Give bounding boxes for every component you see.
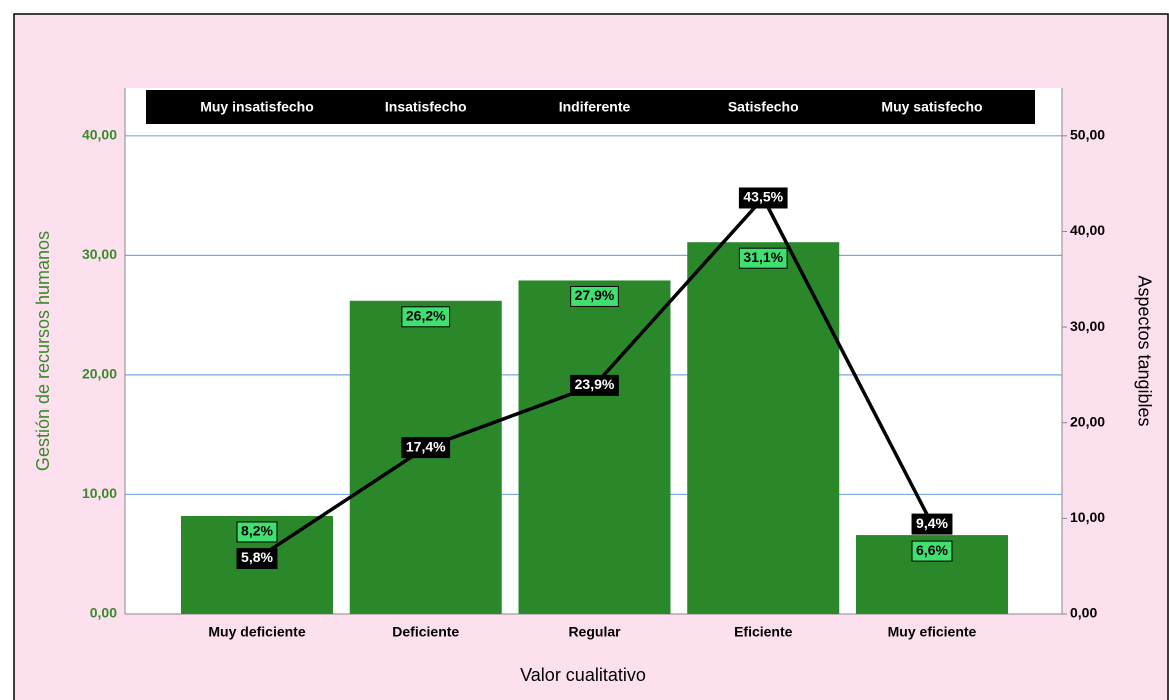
bar — [687, 242, 840, 615]
data-label-box — [236, 521, 278, 543]
y2-tick-label: 40,00 — [1070, 222, 1105, 238]
top-category-label: Muy insatisfecho — [200, 99, 314, 115]
y2-tick-label: 30,00 — [1070, 318, 1105, 334]
top-category-label: Muy satisfecho — [881, 99, 982, 115]
data-label-box — [570, 285, 619, 307]
data-label: 17,4% — [406, 438, 446, 454]
top-category-label: Insatisfecho — [385, 99, 467, 115]
y-tick-label: 10,00 — [82, 485, 117, 501]
data-label-box — [401, 306, 451, 328]
data-label-box — [738, 187, 788, 209]
x-tick-label: Muy deficiente — [208, 624, 305, 640]
data-label-box — [738, 247, 788, 269]
bar — [518, 280, 671, 614]
data-label: 27,9% — [575, 287, 615, 303]
data-label-box — [236, 548, 278, 570]
data-label-box — [570, 374, 619, 396]
data-label-box — [911, 540, 953, 562]
x-tick-label: Eficiente — [734, 624, 793, 640]
data-label: 9,4% — [916, 515, 948, 531]
top-category-label: Satisfecho — [728, 99, 799, 115]
y-axis-title: Gestión de recursos humanos — [33, 231, 53, 471]
y-tick-label: 20,00 — [82, 366, 117, 382]
x-tick-label: Deficiente — [392, 624, 459, 640]
y2-tick-label: 50,00 — [1070, 127, 1105, 143]
data-label: 26,2% — [406, 307, 446, 323]
data-label: 31,1% — [743, 249, 783, 265]
data-label: 5,8% — [241, 549, 273, 565]
data-label-box — [911, 513, 953, 535]
y-tick-label: 40,00 — [82, 127, 117, 143]
top-category-label: Indiferente — [559, 99, 631, 115]
data-label-box — [401, 437, 451, 459]
data-label: 43,5% — [743, 189, 783, 205]
x-tick-label: Regular — [568, 624, 621, 640]
y2-tick-label: 20,00 — [1070, 413, 1105, 429]
x-tick-label: Muy eficiente — [888, 624, 977, 640]
data-label: 23,9% — [575, 376, 615, 392]
data-label: 6,6% — [916, 542, 948, 558]
x-axis-title: Valor cualitativo — [520, 665, 646, 685]
y2-tick-label: 0,00 — [1070, 605, 1097, 621]
y-tick-label: 30,00 — [82, 246, 117, 262]
y-tick-label: 0,00 — [90, 605, 117, 621]
top-category-strip — [146, 90, 1035, 124]
y2-tick-label: 10,00 — [1070, 509, 1105, 525]
data-label: 8,2% — [241, 523, 273, 539]
y2-axis-title: Aspectos tangibles — [1134, 275, 1154, 426]
